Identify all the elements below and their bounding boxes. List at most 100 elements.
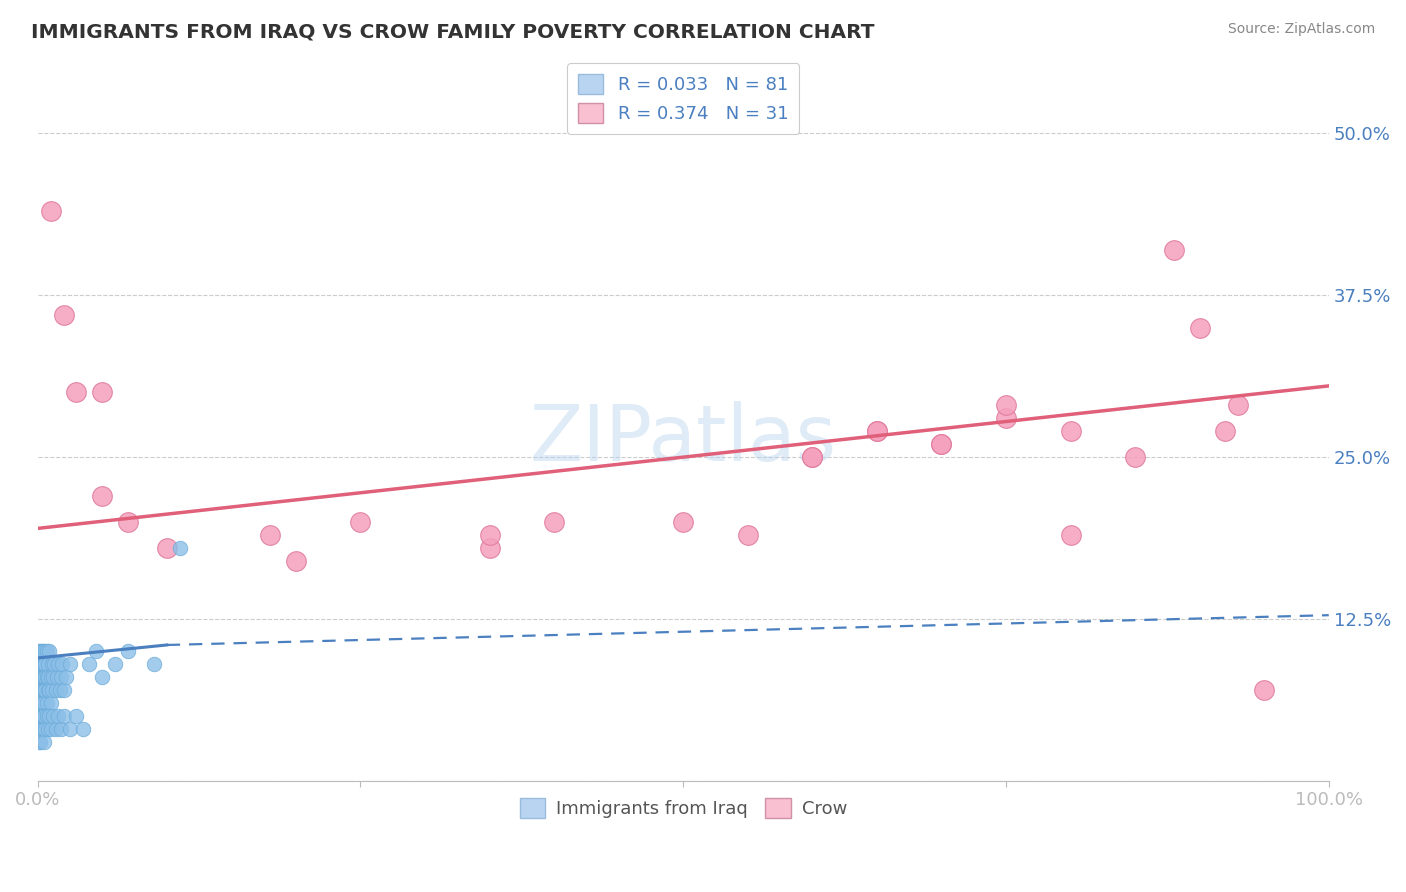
Point <box>37 670 59 684</box>
Point <box>32 709 55 723</box>
Point <box>931 437 953 451</box>
Point <box>55 670 77 684</box>
Legend: Immigrants from Iraq, Crow: Immigrants from Iraq, Crow <box>512 791 855 825</box>
Point <box>31 709 53 723</box>
Point <box>156 541 179 555</box>
Point <box>31 670 53 684</box>
Point <box>79 657 101 672</box>
Text: Source: ZipAtlas.com: Source: ZipAtlas.com <box>1227 22 1375 37</box>
Point <box>28 670 51 684</box>
Point <box>30 735 52 749</box>
Point <box>49 670 72 684</box>
Point <box>801 450 824 464</box>
Point <box>34 657 56 672</box>
Point <box>31 657 53 672</box>
Point <box>37 683 59 698</box>
Point <box>31 644 53 658</box>
Point <box>1059 528 1081 542</box>
Point <box>31 683 53 698</box>
Point <box>49 722 72 736</box>
Point <box>42 709 65 723</box>
Point <box>169 541 191 555</box>
Point <box>28 644 51 658</box>
Point <box>1123 450 1146 464</box>
Point <box>59 722 82 736</box>
Point <box>32 670 55 684</box>
Text: IMMIGRANTS FROM IRAQ VS CROW FAMILY POVERTY CORRELATION CHART: IMMIGRANTS FROM IRAQ VS CROW FAMILY POVE… <box>31 22 875 41</box>
Point <box>34 670 56 684</box>
Point <box>995 398 1018 412</box>
Point <box>72 722 94 736</box>
Point <box>37 722 59 736</box>
Point <box>30 657 52 672</box>
Point <box>1188 320 1211 334</box>
Point <box>45 722 67 736</box>
Point <box>478 528 501 542</box>
Point <box>801 450 824 464</box>
Point <box>31 670 53 684</box>
Point <box>1253 683 1275 698</box>
Point <box>46 670 69 684</box>
Point <box>37 657 59 672</box>
Point <box>30 683 52 698</box>
Point <box>32 696 55 710</box>
Point <box>38 683 60 698</box>
Point <box>44 657 66 672</box>
Point <box>91 489 114 503</box>
Point <box>28 696 51 710</box>
Point <box>104 657 127 672</box>
Point <box>65 385 87 400</box>
Point <box>32 657 55 672</box>
Point <box>142 657 165 672</box>
Point <box>28 683 51 698</box>
Point <box>41 657 63 672</box>
Point <box>52 683 75 698</box>
Point <box>38 709 60 723</box>
Point <box>34 683 56 698</box>
Point <box>41 683 63 698</box>
Point <box>259 528 281 542</box>
Point <box>31 722 53 736</box>
Point <box>52 308 75 322</box>
Point <box>30 722 52 736</box>
Point <box>65 709 87 723</box>
Point <box>31 709 53 723</box>
Point <box>39 696 62 710</box>
Point <box>28 657 51 672</box>
Point <box>1163 243 1185 257</box>
Point <box>51 657 73 672</box>
Point <box>117 515 139 529</box>
Point <box>478 541 501 555</box>
Point <box>543 515 565 529</box>
Point <box>28 722 51 736</box>
Point <box>1059 424 1081 438</box>
Point <box>34 644 56 658</box>
Point <box>34 722 56 736</box>
Point <box>39 670 62 684</box>
Point <box>284 554 307 568</box>
Point <box>32 735 55 749</box>
Point <box>28 735 51 749</box>
Point <box>32 683 55 698</box>
Point <box>995 411 1018 425</box>
Point <box>672 515 695 529</box>
Point <box>84 644 107 658</box>
Point <box>31 657 53 672</box>
Point <box>30 696 52 710</box>
Point <box>35 644 58 658</box>
Point <box>31 722 53 736</box>
Point <box>31 683 53 698</box>
Point <box>30 709 52 723</box>
Point <box>52 709 75 723</box>
Point <box>866 424 889 438</box>
Point <box>91 670 114 684</box>
Point <box>737 528 759 542</box>
Point <box>1215 424 1237 438</box>
Point <box>31 696 53 710</box>
Point <box>39 204 62 219</box>
Point <box>31 644 53 658</box>
Point <box>39 722 62 736</box>
Point <box>46 657 69 672</box>
Point <box>30 644 52 658</box>
Point <box>45 683 67 698</box>
